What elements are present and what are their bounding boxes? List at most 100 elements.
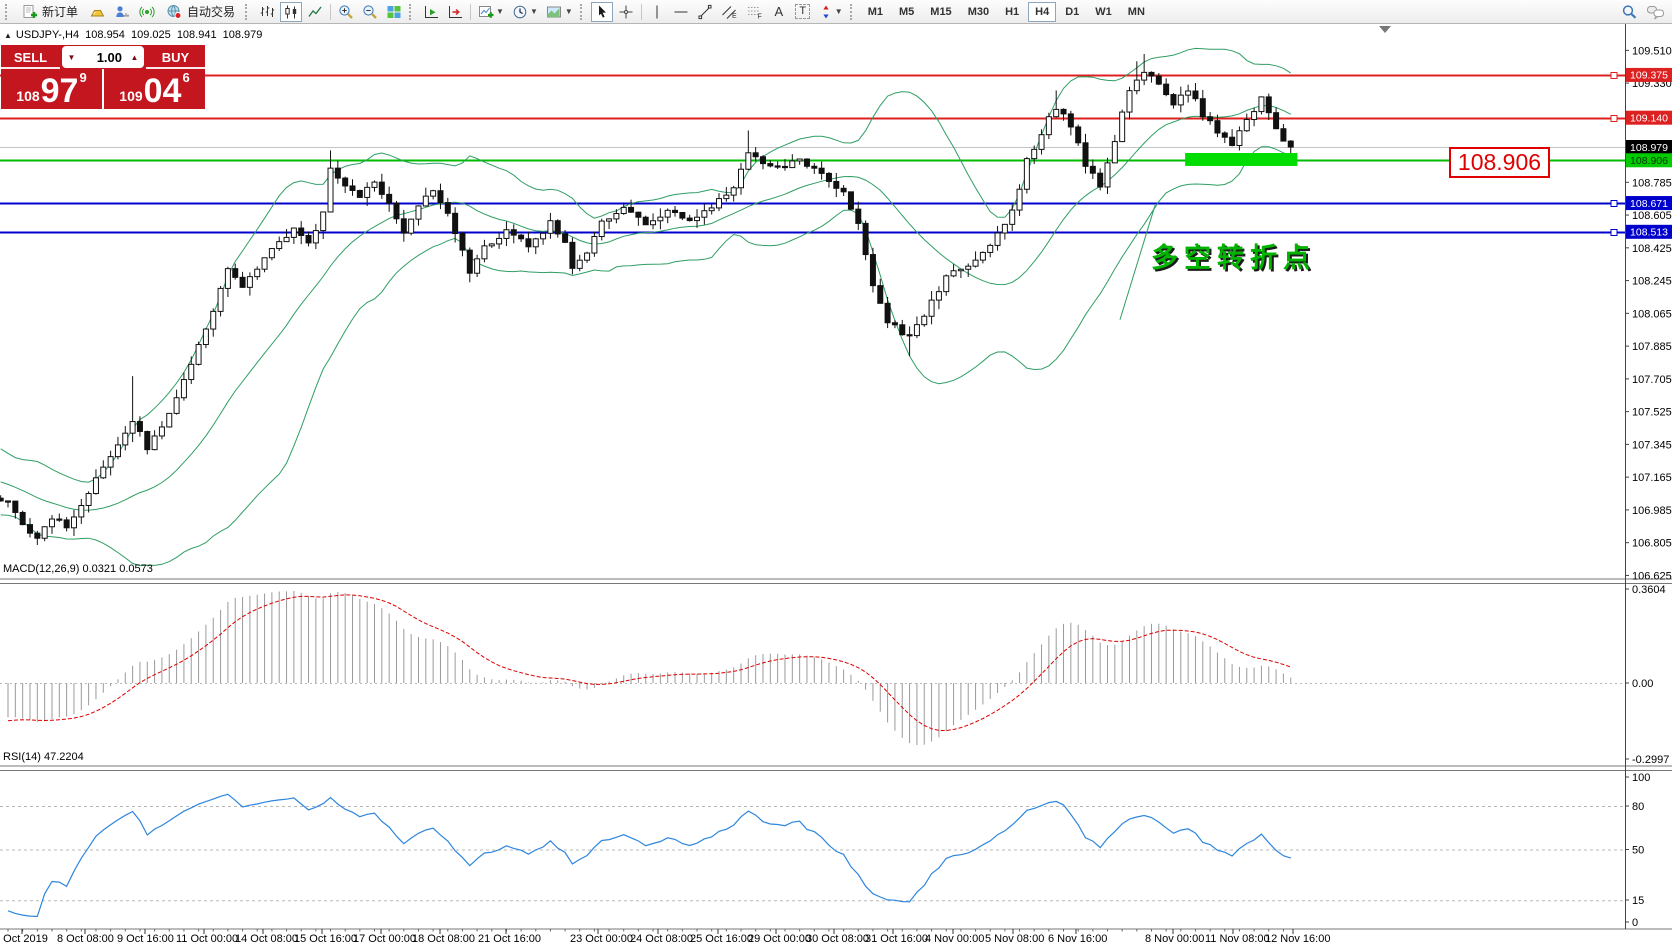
text-label-tool-button[interactable]: T — [792, 2, 814, 22]
time-tick-label: 4 Nov 00:00 — [925, 933, 984, 945]
trendline-tool-button[interactable] — [694, 2, 716, 22]
buy-price-pips: 04 — [143, 72, 182, 111]
sell-button[interactable]: SELL — [1, 45, 60, 69]
candlestick-chart-button[interactable] — [280, 1, 303, 22]
price-axis[interactable]: 109.510109.330108.785108.605108.425108.2… — [1625, 45, 1672, 929]
zoom-out-icon — [362, 4, 378, 20]
one-click-trading-panel: SELL ▼ 1.00 ▲ BUY 108 97 9 109 04 6 — [1, 45, 205, 109]
price-tick-label: 107.345 — [1632, 439, 1672, 451]
timeframe-M5[interactable]: M5 — [892, 2, 921, 22]
templates-button[interactable]: ▼ — [543, 2, 576, 22]
turning-point-note[interactable]: 多空转折点 — [1151, 243, 1316, 273]
macd-name: MACD(12,26,9) — [3, 563, 80, 575]
timeframe-H1[interactable]: H1 — [998, 2, 1026, 22]
horizontal-line-tool-button[interactable] — [670, 2, 692, 22]
strategy-tester-button[interactable] — [111, 2, 134, 22]
chart-title-bar[interactable]: ▲ USDJPY-,H4 108.954 109.025 108.941 108.… — [4, 29, 265, 41]
volume-stepper: ▼ 1.00 ▲ — [62, 46, 144, 68]
chart-shift-button[interactable] — [444, 2, 466, 22]
clock-icon — [512, 4, 528, 20]
rsi-axis-label: 0 — [1632, 917, 1638, 929]
new-chart-icon — [478, 4, 494, 20]
volume-decrease-button[interactable]: ▼ — [63, 47, 80, 67]
rsi-name: RSI(14) — [3, 751, 41, 763]
auto-trading-button[interactable]: 自动交易 — [160, 2, 241, 22]
zoom-in-button[interactable] — [335, 2, 357, 22]
sell-price[interactable]: 108 97 9 — [1, 69, 104, 109]
zoom-out-button[interactable] — [359, 2, 381, 22]
timeframe-group: M1 M5 M15 M30 H1 H4 D1 W1 MN — [860, 1, 1153, 22]
toolbar-grip[interactable] — [849, 3, 857, 20]
text-tool-button[interactable]: A — [768, 2, 790, 22]
crosshair-tool-button[interactable] — [615, 2, 637, 22]
horizontal-line-icon — [673, 4, 689, 20]
time-tick-label: 24 Oct 08:00 — [630, 933, 693, 945]
toolbar-grip[interactable] — [5, 3, 12, 20]
signals-button[interactable] — [136, 2, 158, 22]
buy-button[interactable]: BUY — [146, 45, 205, 69]
chart-shift-icon — [447, 4, 463, 20]
new-order-button[interactable]: 新订单 — [16, 2, 84, 22]
time-tick-label: 9 Oct 16:00 — [117, 933, 174, 945]
horizontal-line-objects[interactable] — [0, 72, 1625, 236]
channel-icon: E — [721, 4, 738, 20]
buy-price-figure: 109 — [119, 88, 143, 104]
price-chart-plot[interactable]: 109.510109.330108.785108.605108.425108.2… — [0, 24, 1672, 947]
time-tick-label: 7 Oct 2019 — [0, 933, 48, 945]
tile-windows-button[interactable] — [383, 2, 405, 22]
timeframe-M1[interactable]: M1 — [861, 2, 890, 22]
auto-trading-label: 自动交易 — [187, 5, 236, 19]
time-tick-label: 8 Nov 00:00 — [1145, 933, 1204, 945]
timeframe-MN[interactable]: MN — [1121, 2, 1152, 22]
volume-increase-button[interactable]: ▲ — [126, 47, 143, 67]
line-chart-button[interactable] — [304, 2, 326, 22]
chart-shift-marker[interactable] — [1379, 26, 1391, 33]
price-tick-label: 108.785 — [1632, 177, 1672, 189]
trendline-object[interactable] — [1119, 204, 1156, 320]
time-tick-label: 31 Oct 16:00 — [865, 933, 928, 945]
volume-input[interactable]: 1.00 — [80, 47, 126, 67]
price-badge-label: 108.671 — [1630, 198, 1668, 210]
auto-scroll-button[interactable] — [420, 2, 442, 22]
time-tick-label: 12 Nov 16:00 — [1265, 933, 1330, 945]
toolbar-grip[interactable] — [409, 3, 416, 20]
toolbar-grip[interactable] — [245, 3, 252, 20]
macd-axis-label: 0.00 — [1632, 678, 1653, 690]
price-badge — [1626, 224, 1672, 239]
price-badge — [1626, 196, 1672, 211]
price-badge-label: 108.513 — [1630, 227, 1668, 239]
new-order-icon — [22, 4, 38, 20]
rsi-axis-label: 50 — [1632, 845, 1644, 857]
cursor-tool-button[interactable] — [590, 1, 613, 22]
timeframe-M15[interactable]: M15 — [923, 2, 958, 22]
rsi-panel — [0, 793, 1625, 918]
bar-chart-button[interactable] — [256, 2, 278, 22]
dropdown-caret-icon: ▼ — [564, 7, 573, 16]
timeframe-H4[interactable]: H4 — [1028, 1, 1057, 22]
toolbar-grip[interactable] — [579, 3, 587, 20]
chat-button[interactable] — [1643, 2, 1669, 22]
price-badge-label: 109.375 — [1630, 70, 1668, 82]
arrows-tool-button[interactable]: ▼ — [816, 2, 846, 22]
fibonacci-tool-button[interactable]: F — [743, 2, 766, 22]
market-watch-button[interactable] — [86, 2, 109, 22]
timeframe-W1[interactable]: W1 — [1088, 2, 1119, 22]
time-tick-label: 30 Oct 08:00 — [806, 933, 869, 945]
text-a-icon: A — [774, 4, 784, 19]
profiles-button[interactable]: ▼ — [509, 2, 541, 22]
time-tick-label: 23 Oct 00:00 — [570, 933, 633, 945]
price-level-note-box[interactable]: 108.906 — [1449, 147, 1550, 178]
buy-price[interactable]: 109 04 6 — [104, 69, 205, 109]
equidistant-channel-tool-button[interactable]: E — [718, 2, 741, 22]
person-chart-icon — [114, 4, 131, 20]
timeframe-D1[interactable]: D1 — [1058, 2, 1086, 22]
price-tick-label: 107.525 — [1632, 407, 1672, 419]
timeframe-M30[interactable]: M30 — [961, 2, 996, 22]
search-button[interactable] — [1618, 2, 1641, 22]
channel-suffix: E — [732, 13, 737, 20]
vertical-line-tool-button[interactable] — [646, 2, 668, 22]
new-chart-button[interactable]: ▼ — [475, 2, 507, 22]
green-highlight-zone[interactable] — [1185, 153, 1298, 166]
auto-scroll-icon — [423, 4, 439, 20]
